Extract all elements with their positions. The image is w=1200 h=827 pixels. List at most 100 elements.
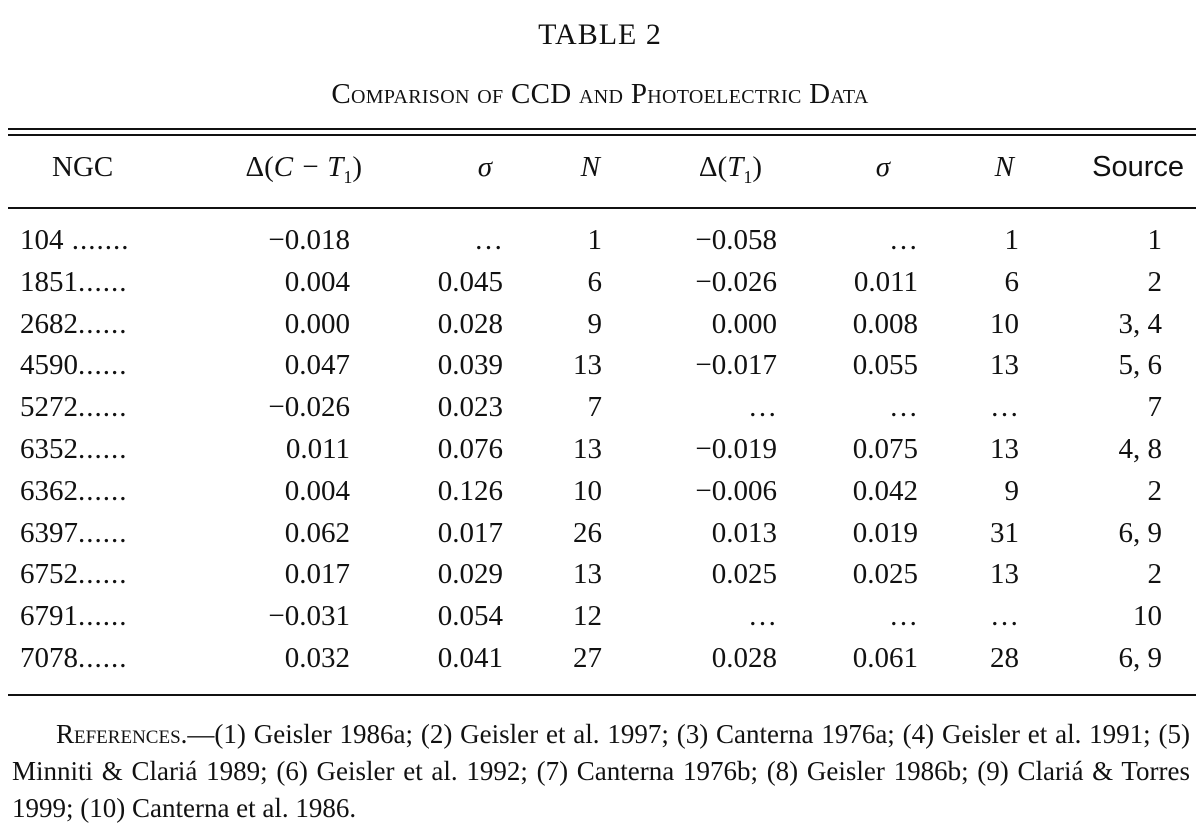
cell-delta-t1: −0.019 xyxy=(695,433,777,465)
header-n-2: N xyxy=(994,151,1014,183)
cell-delta-c-t1: −0.026 xyxy=(268,391,350,424)
leader-dots: ...... xyxy=(78,307,128,340)
header-sigma-1: σ xyxy=(477,151,492,183)
cell-delta-t1: −0.026 xyxy=(695,265,777,298)
cell-n-2: 28 xyxy=(990,642,1019,674)
cell-ngc: 6397...... xyxy=(20,517,128,550)
references-label: References. xyxy=(56,719,188,749)
table-row: 2682...... 0.000 0.028 9 0.000 0.008 10 3, 4 xyxy=(0,308,1200,348)
table-row: 104 ....... −0.018 … 1 −0.058 … 1 1 xyxy=(0,224,1200,264)
cell-source: 5, 6 xyxy=(1118,349,1163,382)
table-header-row: NGC Δ(C − T1) σ N Δ(T1) σ N Source xyxy=(0,151,1200,191)
header-delta-c-t1-var: C − T xyxy=(273,151,344,183)
cell-sigma-1: … xyxy=(474,224,503,256)
header-source: Source xyxy=(1092,151,1184,183)
cell-n-2: 9 xyxy=(1004,474,1020,507)
cell-delta-c-t1: 0.062 xyxy=(284,516,350,549)
cell-sigma-1: 0.054 xyxy=(437,600,503,633)
cell-n-2: 13 xyxy=(990,558,1019,591)
cell-source: 2 xyxy=(1147,474,1163,507)
table-row: 1851...... 0.004 0.045 6 −0.026 0.011 6 2 xyxy=(0,266,1200,306)
header-delta-c-t1-suffix: ) xyxy=(352,151,362,183)
table-row: 6752...... 0.017 0.029 13 0.025 0.025 13 2 xyxy=(0,558,1200,598)
header-delta-t1-var: T xyxy=(727,151,744,183)
leader-dots: ...... xyxy=(78,391,128,424)
cell-delta-c-t1: 0.004 xyxy=(284,474,350,507)
cell-ngc-number: 6362 xyxy=(20,474,78,507)
cell-sigma-2: 0.061 xyxy=(852,642,918,674)
cell-n-1: 27 xyxy=(573,642,602,674)
references-note: References.—(1) Geisler 1986a; (2) Geisl… xyxy=(12,716,1190,827)
cell-n-1: 13 xyxy=(573,349,602,382)
cell-sigma-1: 0.126 xyxy=(437,474,503,507)
cell-n-1: 10 xyxy=(573,474,602,507)
cell-n-2: 13 xyxy=(990,433,1019,465)
table-row: 7078...... 0.032 0.041 27 0.028 0.061 28 6, 9 xyxy=(0,642,1200,682)
cell-ngc-number: 5272 xyxy=(20,391,78,424)
cell-sigma-1: 0.041 xyxy=(437,642,503,674)
header-delta-t1-prefix: Δ( xyxy=(698,151,728,183)
table-row: 6791...... −0.031 0.054 12 … … … 10 xyxy=(0,600,1200,640)
cell-delta-c-t1: −0.031 xyxy=(268,600,350,633)
bottom-rule xyxy=(8,694,1196,696)
header-rule xyxy=(8,207,1196,209)
header-ngc: NGC xyxy=(52,151,114,183)
cell-delta-c-t1: 0.011 xyxy=(285,433,350,465)
cell-n-1: 9 xyxy=(587,307,603,340)
top-rule-second xyxy=(8,134,1196,136)
cell-delta-t1: 0.013 xyxy=(711,516,777,549)
leader-dots: ...... xyxy=(78,433,128,465)
cell-delta-c-t1: 0.004 xyxy=(284,265,350,298)
cell-ngc: 6352...... xyxy=(20,433,128,466)
cell-ngc-number: 104 xyxy=(20,224,64,256)
cell-source: 2 xyxy=(1147,558,1163,591)
leader-dots: ...... xyxy=(78,642,128,674)
cell-ngc: 6791...... xyxy=(20,600,128,633)
cell-n-2: 1 xyxy=(1004,224,1020,256)
cell-source: 6, 9 xyxy=(1118,642,1163,674)
cell-delta-t1: 0.028 xyxy=(711,642,777,674)
cell-sigma-1: 0.017 xyxy=(437,516,503,549)
table-row: 4590...... 0.047 0.039 13 −0.017 0.055 13 5, 6 xyxy=(0,349,1200,389)
table-caption: Comparison of CCD and Photoelectric Data xyxy=(331,78,869,110)
cell-sigma-1: 0.076 xyxy=(437,433,503,465)
cell-ngc: 4590...... xyxy=(20,349,128,382)
cell-n-1: 6 xyxy=(587,265,603,298)
header-delta-t1-sub: 1 xyxy=(743,166,753,187)
table-row: 6362...... 0.004 0.126 10 −0.006 0.042 9 2 xyxy=(0,475,1200,515)
header-sigma-2: σ xyxy=(875,151,890,183)
cell-sigma-2: 0.042 xyxy=(852,474,918,507)
cell-sigma-1: 0.029 xyxy=(437,558,503,591)
leader-dots: ...... xyxy=(78,349,128,382)
cell-ngc-number: 6752 xyxy=(20,558,78,591)
cell-sigma-2: 0.008 xyxy=(852,307,918,340)
cell-n-1: 13 xyxy=(573,433,602,465)
cell-sigma-2: … xyxy=(889,391,918,424)
cell-delta-c-t1: −0.018 xyxy=(268,224,350,256)
cell-delta-t1: −0.006 xyxy=(695,474,777,507)
cell-delta-c-t1: 0.032 xyxy=(284,642,350,674)
leader-dots: ....... xyxy=(63,224,130,256)
table-row: 5272...... −0.026 0.023 7 … … … 7 xyxy=(0,391,1200,431)
cell-sigma-2: … xyxy=(889,224,918,256)
cell-n-2: 31 xyxy=(990,516,1019,549)
cell-source: 2 xyxy=(1147,265,1163,298)
cell-source: 6, 9 xyxy=(1118,516,1163,549)
top-rule xyxy=(8,128,1196,130)
header-delta-c-t1-prefix: Δ( xyxy=(245,151,274,183)
cell-n-2: 13 xyxy=(990,349,1019,382)
cell-sigma-2: 0.055 xyxy=(852,349,918,382)
cell-n-1: 12 xyxy=(573,600,602,633)
cell-source: 10 xyxy=(1133,600,1162,633)
cell-delta-t1: 0.000 xyxy=(711,307,777,340)
table-title: TABLE 2 xyxy=(538,18,662,51)
cell-n-1: 7 xyxy=(587,391,603,424)
header-delta-t1-suffix: ) xyxy=(752,151,762,183)
cell-sigma-1: 0.039 xyxy=(437,349,503,382)
cell-source: 4, 8 xyxy=(1118,433,1163,465)
cell-sigma-1: 0.023 xyxy=(437,391,503,424)
leader-dots: ...... xyxy=(78,265,128,298)
header-delta-t1: Δ(T1) xyxy=(699,151,762,188)
cell-ngc-number: 1851 xyxy=(20,265,78,298)
cell-n-1: 1 xyxy=(587,224,603,256)
